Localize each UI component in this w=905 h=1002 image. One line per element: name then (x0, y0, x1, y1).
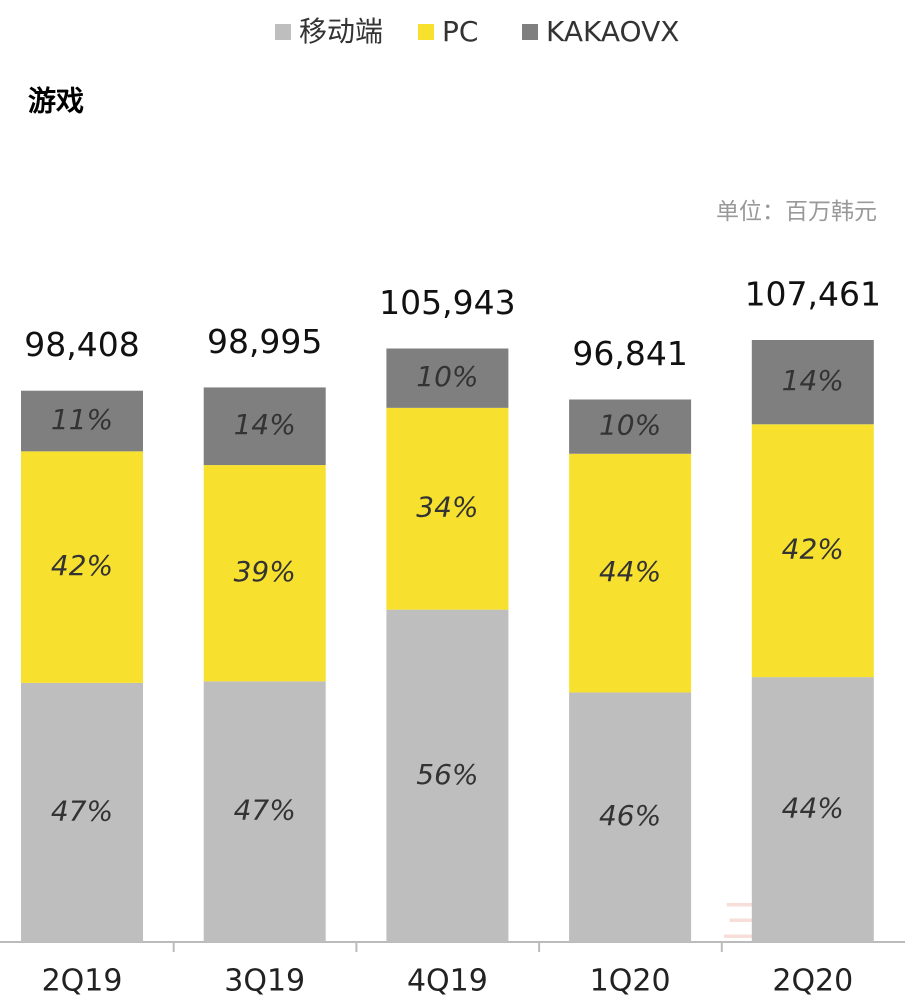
legend-swatch (522, 24, 538, 40)
segment-label: 46% (599, 799, 661, 832)
bar-segment (386, 407, 509, 610)
bar-segment (751, 677, 874, 942)
bar-segment (21, 451, 143, 683)
x-tick-label: 1Q20 (590, 964, 671, 999)
bar-segment (203, 465, 326, 682)
segment-label: 10% (599, 409, 661, 442)
x-tick-label: 2Q19 (42, 964, 123, 999)
segment-label: 47% (51, 794, 113, 827)
segment-label: 14% (234, 408, 296, 441)
bar-segment (386, 348, 509, 408)
legend-label: 移动端 (299, 15, 383, 48)
legend-swatch (418, 24, 434, 40)
total-label: 107,461 (745, 275, 881, 314)
bar-segment (203, 681, 326, 942)
segment-label: 44% (599, 555, 661, 588)
total-label: 98,995 (207, 322, 322, 361)
segment-label: 42% (51, 549, 113, 582)
x-tick-label: 2Q20 (772, 964, 853, 999)
chart-title: 游戏 (28, 85, 84, 118)
bar-segment (386, 609, 509, 942)
bar-segment (21, 682, 143, 942)
segment-label: 44% (782, 792, 844, 825)
segment-label: 39% (234, 555, 296, 588)
legend-swatch (275, 24, 291, 40)
x-tick-label: 4Q19 (407, 964, 488, 999)
bar-segment (569, 692, 692, 942)
segment-label: 34% (416, 491, 478, 524)
bar-segment (203, 387, 326, 466)
segment-label: 10% (416, 360, 478, 393)
legend-label: KAKAOVX (546, 15, 679, 48)
total-label: 105,943 (379, 283, 515, 322)
total-label: 96,841 (572, 334, 687, 373)
legend-label: PC (442, 15, 478, 48)
x-tick-label: 3Q19 (224, 964, 305, 999)
bar-segment (751, 424, 874, 678)
bar-segment (751, 340, 874, 425)
segment-label: 14% (782, 364, 844, 397)
segment-label: 47% (234, 794, 296, 827)
bar-segment (21, 390, 143, 452)
segment-label: 42% (782, 533, 844, 566)
unit-label: 单位：百万韩元 (716, 199, 877, 225)
segment-label: 56% (416, 758, 478, 791)
segment-label: 11% (51, 403, 113, 436)
bar-segment (569, 399, 692, 454)
total-label: 98,408 (24, 325, 139, 364)
bar-segment (569, 453, 692, 693)
